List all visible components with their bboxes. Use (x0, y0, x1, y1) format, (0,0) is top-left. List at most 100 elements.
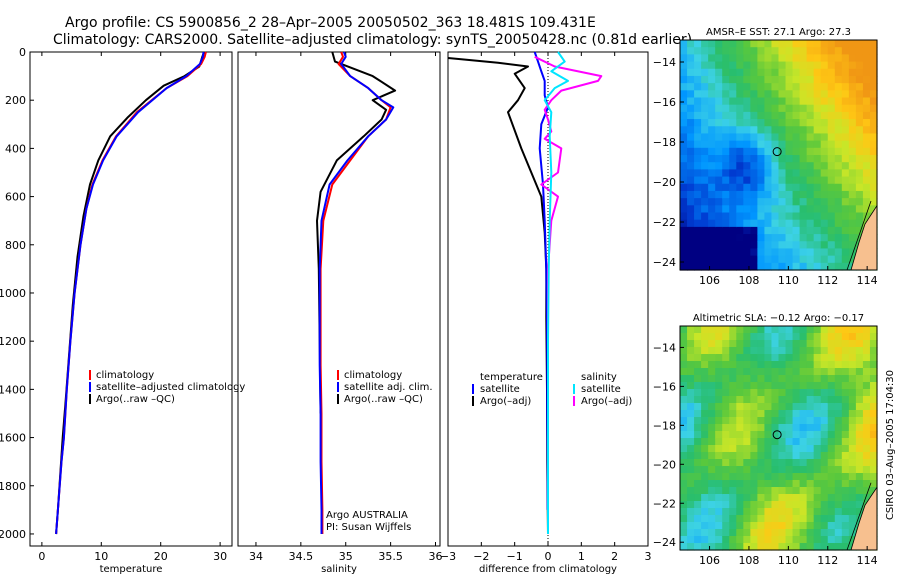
sla_map-heatmap-cell (813, 382, 822, 390)
sst_map-heatmap-cell (834, 133, 843, 142)
sla_map-heatmap-cell (855, 333, 864, 341)
sla_map-heatmap-cell (827, 452, 836, 460)
sla_map-heatmap-cell (834, 515, 843, 523)
sla_map-heatmap-cell (813, 403, 822, 411)
sst_map-heatmap-cell (771, 169, 780, 178)
sla_map-heatmap-cell (743, 431, 751, 439)
sla_map-heatmap-cell (715, 354, 723, 362)
sla_map-heatmap-cell (750, 494, 758, 502)
sla_map-heatmap-cell (722, 508, 730, 516)
sst_map-heatmap-cell (750, 111, 758, 120)
sst_map-heatmap-cell (701, 83, 709, 91)
sla_map-heatmap-cell (771, 494, 780, 502)
sla_map-heatmap-cell (687, 326, 695, 334)
sst_map-heatmap-cell (785, 147, 794, 156)
sla_map-heatmap-cell (792, 480, 801, 488)
sst_map-heatmap-cell (708, 97, 716, 106)
sst_map-heatmap-cell (862, 155, 871, 163)
sla_map-heatmap-cell (757, 529, 766, 537)
sla_map-heatmap-cell (799, 396, 808, 404)
sst_map-heatmap-cell (687, 75, 695, 84)
sst_map-heatmap-cell (848, 190, 857, 199)
sla_map-heatmap-cell (799, 543, 808, 551)
sla_map-heatmap-cell (841, 340, 850, 348)
sla_map-heatmap-cell (687, 494, 695, 502)
sst_map-heatmap-cell (813, 241, 822, 250)
sst_map-heatmap-cell (771, 90, 780, 99)
sst_map-heatmap-cell (750, 248, 758, 257)
difference-xtick-label: −3 (440, 550, 456, 563)
sst_map-heatmap-cell (834, 190, 843, 199)
sst_map-heatmap-cell (687, 61, 695, 70)
sla_map-heatmap-cell (743, 473, 751, 481)
sla_map-heatmap-cell (862, 347, 871, 355)
sst_map-heatmap-cell (785, 198, 794, 206)
sst_map-heatmap-cell (680, 241, 688, 250)
sla_map-heatmap-cell (869, 487, 878, 495)
sla_map-heatmap-cell (778, 438, 787, 446)
sla_map-heatmap-cell (743, 452, 751, 460)
sla_map-heatmap-cell (701, 424, 709, 432)
sla_map-heatmap-cell (862, 333, 871, 341)
sst_map-heatmap-cell (771, 262, 780, 271)
sla_map-heatmap-cell (813, 431, 822, 439)
sla_map-heatmap-cell (778, 536, 787, 544)
sst_map-heatmap-cell (855, 97, 864, 106)
sst_map-heatmap-cell (708, 119, 716, 127)
sla_map-heatmap-cell (827, 431, 836, 439)
sst_map-heatmap-cell (813, 119, 822, 127)
sla_map-heatmap-cell (848, 480, 857, 488)
sst_map-heatmap-cell (694, 248, 702, 257)
sst_map-heatmap-cell (841, 162, 850, 170)
sst_map-heatmap-cell (827, 169, 836, 178)
sst_map-xtick-label: 110 (778, 274, 799, 287)
sst_map-heatmap-cell (757, 83, 766, 91)
sst_map-heatmap-cell (848, 133, 857, 142)
sla_map-heatmap-cell (785, 543, 794, 551)
sla_map-heatmap-cell (701, 396, 709, 404)
sst_map-heatmap-cell (722, 255, 730, 264)
sst_map-heatmap-cell (869, 97, 878, 106)
sst_map-heatmap-cell (743, 126, 751, 135)
sst_map-heatmap-cell (687, 119, 695, 127)
sla_map-heatmap-cell (806, 431, 815, 439)
sst_map-heatmap-cell (841, 190, 850, 199)
sst_map-heatmap-cell (736, 176, 744, 185)
sla_map-heatmap-cell (680, 508, 688, 516)
sla_map-heatmap-cell (771, 466, 780, 474)
sla_map-heatmap-cell (736, 347, 744, 355)
sst_map-heatmap-cell (799, 155, 808, 163)
sst_map-heatmap-cell (806, 68, 815, 77)
sla_map-heatmap-cell (778, 417, 787, 425)
sst_map-heatmap-cell (708, 205, 716, 214)
sla_map-heatmap-cell (778, 403, 787, 411)
sla_map-heatmap-cell (778, 326, 787, 334)
sst_map-heatmap-cell (701, 183, 709, 192)
sst_map-heatmap-cell (750, 119, 758, 127)
sst_map-heatmap-cell (687, 97, 695, 106)
sst_map-heatmap-cell (680, 219, 688, 228)
sst_map-heatmap-cell (687, 147, 695, 156)
sla_map-heatmap-cell (771, 410, 780, 418)
sla_map-heatmap-cell (792, 473, 801, 481)
sst_map-heatmap-cell (848, 219, 857, 228)
sst_map-heatmap-cell (834, 219, 843, 228)
sla_map-heatmap-cell (848, 515, 857, 523)
sla_map-heatmap-cell (722, 445, 730, 453)
sla_map-heatmap-cell (687, 508, 695, 516)
sst_map-heatmap-cell (743, 90, 751, 99)
sst_map-heatmap-cell (799, 75, 808, 84)
sla_map-heatmap-cell (792, 333, 801, 341)
sst_map-heatmap-cell (841, 111, 850, 120)
sla_map-heatmap-cell (862, 494, 871, 502)
sst_map-heatmap-cell (764, 54, 773, 63)
sla_map-heatmap-cell (862, 424, 871, 432)
sst_map-heatmap-cell (701, 190, 709, 199)
sst_map-heatmap-cell (820, 90, 829, 99)
sst_map-heatmap-cell (778, 234, 787, 242)
sst_map-heatmap-cell (743, 47, 751, 55)
sst_map-heatmap-cell (771, 126, 780, 135)
sla_map-coastline (846, 482, 872, 551)
sla_map-heatmap-cell (806, 382, 815, 390)
sst_map-heatmap-cell (701, 140, 709, 149)
